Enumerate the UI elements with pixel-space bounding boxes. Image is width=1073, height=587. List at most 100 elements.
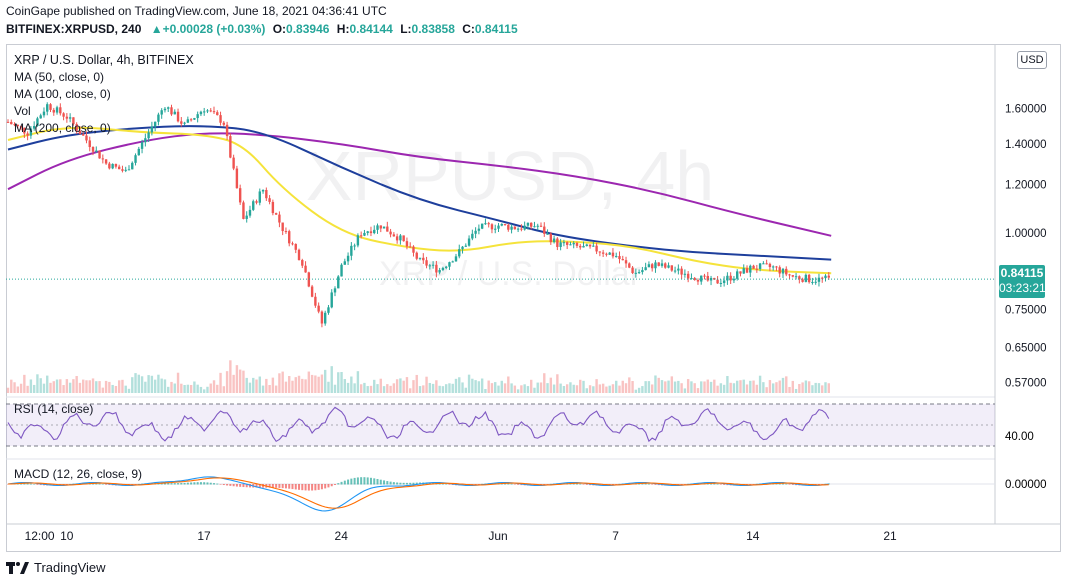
volume-bar [134,373,137,393]
legend-ma100[interactable]: MA (100, close, 0) [14,87,111,101]
macd-histogram-bar [219,484,222,485]
volume-bar [696,388,700,393]
macd-histogram-bar [546,484,549,485]
macd-histogram-bar [173,483,176,485]
price-axis[interactable]: 1.60000 1.40000 1.20000 1.00000 0.75000 0.650… [1005,103,1047,389]
macd-histogram-bar [235,484,238,487]
volume-bar [297,375,301,393]
macd-histogram-bar [137,483,140,485]
macd-histogram-bar [589,484,592,486]
macd-histogram-bar [232,484,235,487]
candle-body [736,271,739,279]
time-axis[interactable]: 12:00 10 17 24 Jun 7 14 21 [25,529,897,543]
rsi-line [7,406,830,443]
candle-body [752,265,755,269]
time-tick-label: 10 [60,529,74,543]
candle-body [667,265,670,268]
candle-body [307,272,311,287]
currency-button[interactable]: USD [1017,51,1047,69]
candle-body [160,110,163,115]
volume-bar [173,383,176,393]
candle-body [435,264,438,273]
macd-tick: 0.00000 [1005,479,1047,491]
macd-histogram-bar [445,483,448,485]
volume-bar [117,380,121,393]
volume-bar [343,379,347,393]
macd-histogram-bar [203,482,206,485]
macd-histogram-bar [33,483,36,485]
macd-histogram-bar [23,483,26,485]
chart-legend: XRP / U.S. Dollar, 4h, BITFINEX MA (50, … [14,52,194,137]
macd-histogram-bar [654,484,657,485]
candle-body [265,189,268,199]
candle-body [801,279,804,282]
volume-bar [111,384,114,393]
legend-ma200[interactable]: MA (200, close, 0) [14,121,111,135]
macd-histogram-bar [520,484,523,486]
candle-body [686,273,690,279]
candle-body [585,244,588,246]
macd-histogram-bar [242,484,245,488]
legend-volume[interactable]: Vol [14,104,31,118]
macd-histogram-bar [428,482,431,485]
volume-bar [484,389,487,393]
macd-histogram-bar [366,477,369,485]
candle-body [320,311,324,324]
chart-frame[interactable] [6,44,1061,552]
volume-bar [618,385,621,393]
macd-legend[interactable]: MACD (12, 26, close, 9) [14,467,143,481]
candle-body [543,226,546,234]
volume-bar [108,381,111,393]
macd-histogram-bar [350,478,353,485]
time-tick-label: 14 [746,529,760,543]
volume-bar [700,381,703,393]
high-label: H: [336,22,350,36]
candle-body [405,241,409,247]
candle-body [575,243,579,246]
macd-histogram-bar [271,484,274,488]
candle-body [588,244,592,247]
volume-bar [824,382,827,393]
volume-bar [32,384,36,393]
candle-body [474,230,477,234]
volume-bar [153,379,157,393]
candle-body [516,228,520,230]
macd-histogram-bar [781,483,784,485]
candle-body [467,238,471,246]
volume-bar [42,383,46,393]
volume-bar [46,375,49,393]
volume-bar [726,376,729,393]
legend-ma50[interactable]: MA (50, close, 0) [14,70,105,84]
macd-histogram-bar [248,484,251,488]
macd-histogram-bar [167,483,170,485]
candle-body [343,261,347,265]
volume-bar [742,379,745,393]
volume-bar [664,381,667,393]
macd-histogram-bar [791,484,794,485]
candle-body [65,116,69,119]
volume-bar [389,385,392,393]
candle-body [807,274,811,283]
volume-bar [19,383,23,393]
volume-bar [621,380,624,393]
macd-histogram-bar [98,483,101,485]
volume-bar [771,383,775,393]
rsi-band [6,404,995,446]
volume-bar [507,376,510,393]
candle-body [471,233,474,239]
rsi-legend[interactable]: RSI (14, close) [14,402,94,416]
volume-bar [490,383,494,393]
volume-bar [23,374,26,393]
macd-histogram-bar [657,484,660,486]
candle-body [775,266,778,268]
candle-body [23,127,26,134]
volume-bar [180,383,183,393]
footer-brand[interactable]: TradingView [6,560,106,575]
volume-bar [745,384,749,393]
volume-bar [163,379,167,393]
volume-bar [539,382,543,393]
last-price-value: 0.84115 [1000,266,1044,280]
volume-bar [448,383,451,393]
candle-body [827,275,830,278]
